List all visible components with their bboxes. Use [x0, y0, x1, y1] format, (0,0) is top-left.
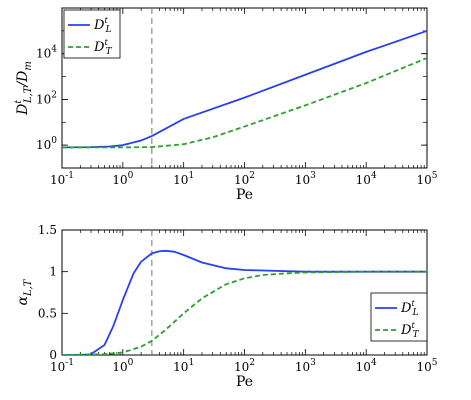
y-tick-base: 10 [36, 47, 51, 61]
x-tick-label: 103 [295, 171, 316, 187]
x-tick-base: 10 [173, 360, 188, 374]
legend-label: Dt T [400, 321, 420, 340]
legend-sub: L [412, 308, 419, 318]
x-tick-base: 10 [234, 360, 249, 374]
y-tick-exp: 2 [51, 90, 57, 100]
x-tick-exp: 3 [310, 171, 316, 181]
y-label-main: D [15, 104, 31, 116]
legend-box [370, 292, 428, 342]
x-tick-label: 104 [356, 171, 377, 187]
x-tick-base: 10 [416, 360, 431, 374]
x-tick-label: 102 [234, 171, 255, 187]
x-tick-exp: 0 [128, 171, 134, 181]
x-tick-exp: 4 [371, 358, 377, 368]
y-tick-text: 1.5 [38, 223, 57, 237]
x-tick-label: 101 [173, 171, 194, 187]
legend-sub: T [106, 47, 113, 57]
x-tick-base: 10 [50, 360, 65, 374]
legend-sup: t [411, 321, 415, 330]
y-axis-label: DtL,T/Dm [14, 61, 34, 116]
x-tick-label: 105 [416, 358, 437, 374]
y-tick-label: 102 [36, 90, 57, 106]
x-tick-base: 10 [356, 173, 371, 187]
x-axis-label: Pe [236, 374, 253, 390]
legend-name: D [400, 323, 412, 338]
legend-name: D [93, 40, 105, 55]
legend-name: D [400, 301, 412, 316]
legend-box [63, 9, 121, 59]
legend-label: Dt L [400, 299, 419, 318]
y-label-sub: L,T [23, 85, 34, 104]
x-tick-base: 10 [234, 173, 249, 187]
x-tick-label: 100 [112, 358, 133, 374]
y-tick-label: 100 [36, 136, 57, 152]
y-label-sup: t [14, 100, 24, 104]
legend-label: Dt L [93, 16, 112, 35]
legend-label: Dt T [93, 38, 113, 57]
y-tick-text: 0.5 [38, 306, 57, 320]
x-tick-exp: 2 [249, 358, 255, 368]
top-panel: 10-1 100 101 102 103 104 105100102104PeDtL,T/D… [14, 7, 438, 203]
y-label-tail: /D [15, 71, 31, 89]
x-tick-label: 105 [416, 171, 437, 187]
y-tick-exp: 4 [51, 45, 57, 55]
x-tick-exp: 3 [310, 358, 316, 368]
x-tick-exp: -1 [65, 171, 74, 181]
series-line-T [62, 57, 427, 149]
y-tick-base: 10 [36, 138, 51, 152]
y-tick-label: 0.5 [38, 306, 57, 320]
x-tick-label: 102 [234, 358, 255, 374]
legend-sup: t [411, 299, 415, 308]
x-tick-exp: -1 [65, 358, 74, 368]
y-label-sub: L,T [23, 278, 34, 297]
x-tick-exp: 0 [128, 358, 134, 368]
series-line-T [62, 270, 427, 355]
x-tick-exp: 1 [188, 358, 194, 368]
x-tick-base: 10 [50, 173, 65, 187]
legend-name: D [93, 18, 105, 33]
y-axis-label: αL,T [15, 278, 34, 305]
y-tick-label: 1.5 [38, 223, 57, 237]
x-tick-base: 10 [112, 173, 127, 187]
x-tick-label: 104 [356, 358, 377, 374]
x-tick-label: 100 [112, 171, 133, 187]
x-tick-exp: 1 [188, 171, 194, 181]
x-axis-label: Pe [236, 187, 253, 203]
legend-sup: t [104, 38, 108, 47]
x-tick-base: 10 [173, 173, 188, 187]
x-tick-label: 10-1 [50, 358, 74, 374]
x-tick-base: 10 [112, 360, 127, 374]
x-tick-label: 101 [173, 358, 194, 374]
y-tick-base: 10 [36, 92, 51, 106]
x-tick-base: 10 [356, 360, 371, 374]
legend-sub: T [413, 330, 420, 340]
x-tick-exp: 2 [249, 171, 255, 181]
y-tick-text: 0 [49, 348, 57, 362]
x-tick-base: 10 [295, 173, 310, 187]
y-tick-label: 1 [49, 265, 57, 279]
y-tick-label: 104 [36, 45, 57, 61]
y-label-tail-sub: m [23, 61, 34, 70]
legend-sup: t [104, 16, 108, 25]
x-tick-exp: 5 [432, 358, 438, 368]
x-tick-base: 10 [416, 173, 431, 187]
y-tick-text: 1 [49, 265, 57, 279]
y-label-main: α [15, 295, 31, 305]
x-tick-label: 103 [295, 358, 316, 374]
series-line-L [62, 249, 427, 355]
legend-sub: L [105, 25, 112, 35]
x-tick-label: 10-1 [50, 171, 74, 187]
x-tick-exp: 4 [371, 171, 377, 181]
y-tick-exp: 0 [51, 136, 57, 146]
x-tick-base: 10 [295, 360, 310, 374]
y-tick-label: 0 [49, 348, 57, 362]
x-tick-exp: 5 [432, 171, 438, 181]
